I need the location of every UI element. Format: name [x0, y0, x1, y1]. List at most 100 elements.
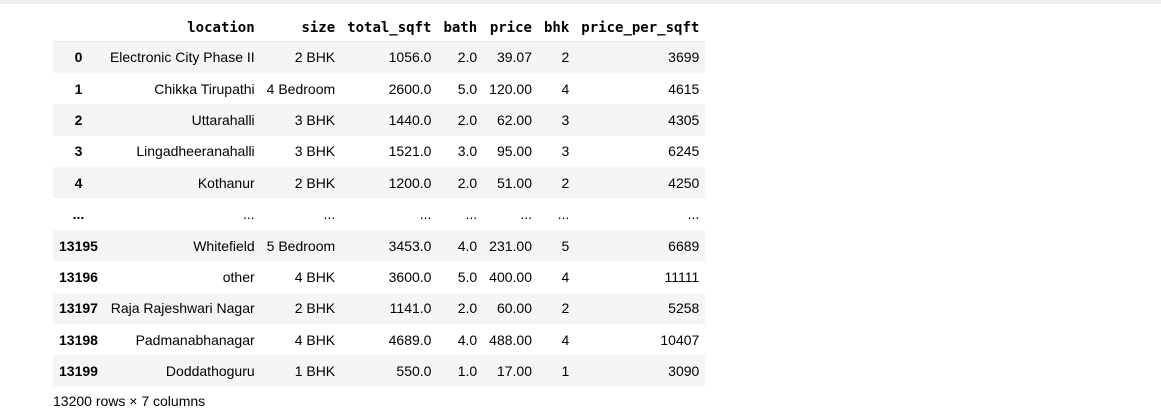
table-cell: 3090: [668, 363, 700, 380]
cell-top-border: [0, 0, 1161, 4]
table-cell: 4689.0: [388, 331, 432, 348]
table-row: 4 Kothanur 2 BHK 1200.0 2.0 51.00 2 4250: [53, 167, 706, 199]
table-row: 1 Chikka Tirupathi 4 Bedroom 2600.0 5.0 120.0…: [53, 72, 706, 105]
table-header: location size total_sqft bath price bhk price_…: [53, 14, 706, 42]
table-cell: 5258: [668, 300, 700, 317]
table-cell: Kothanur: [197, 174, 255, 191]
dataframe-table: location size total_sqft bath price bhk price_…: [53, 14, 706, 387]
table-cell: Padmanabhanagar: [135, 331, 255, 348]
table-cell: 2600.0: [388, 80, 432, 97]
table-cell: 51.00: [496, 174, 532, 191]
row-index: 0: [74, 49, 83, 66]
table-cell: 1056.0: [388, 49, 432, 66]
table-row: 2 Uttarahalli 3 BHK 1440.0 2.0 62.00 3 4305: [53, 104, 706, 136]
table-cell: Electronic City Phase II: [109, 49, 255, 66]
row-index: 2: [74, 111, 83, 128]
table-row: 3 Lingadheeranahalli 3 BHK 1521.0 3.0 95.00 3 6…: [53, 135, 706, 168]
row-index: 13195: [59, 237, 98, 254]
index-header: [53, 14, 104, 42]
table-cell: 95.00: [496, 143, 532, 160]
table-cell: 5 Bedroom: [266, 237, 336, 254]
table-body: 0 Electronic City Phase II 2 BHK 1056.0 2.0 3…: [53, 41, 706, 387]
table-cell: Chikka Tirupathi: [154, 80, 255, 97]
table-cell: ...: [557, 206, 570, 223]
table-cell: 1200.0: [388, 174, 432, 191]
table-cell: 2.0: [457, 49, 478, 66]
table-cell: 5.0: [457, 268, 478, 285]
column-header-size: size: [260, 14, 342, 42]
table-cell: 4.0: [457, 331, 478, 348]
table-cell: 6689: [668, 237, 700, 254]
table-row: 13196 other 4 BHK 3600.0 5.0 400.00 4 11111: [53, 261, 706, 293]
table-cell: 231.00: [489, 237, 532, 254]
table-row: 13198 Padmanabhanagar 4 BHK 4689.0 4.0 488.00…: [53, 324, 706, 356]
column-header-location: location: [103, 14, 261, 42]
table-row: 13199 Doddathoguru 1 BHK 550.0 1.0 17.00 1 3090: [53, 355, 706, 387]
table-cell: 400.00: [489, 268, 532, 285]
table-cell: 5.0: [457, 80, 478, 97]
table-cell: 1440.0: [388, 111, 432, 128]
table-cell: 4305: [668, 111, 700, 128]
table-cell: Doddathoguru: [165, 363, 255, 380]
row-index: 4: [74, 174, 83, 191]
table-cell: ...: [243, 206, 255, 223]
row-index: ...: [72, 206, 85, 223]
table-cell: Uttarahalli: [191, 111, 255, 128]
table-cell: 3 BHK: [294, 111, 336, 128]
table-cell: ...: [520, 206, 532, 223]
table-cell: 3 BHK: [294, 143, 336, 160]
table-cell: 4: [561, 80, 570, 97]
row-index: 3: [74, 143, 83, 160]
column-header-bhk: bhk: [538, 14, 576, 42]
table-cell: 4 BHK: [294, 268, 336, 285]
table-cell: 1: [561, 363, 570, 380]
table-cell: 4.0: [457, 237, 478, 254]
cell-output: location size total_sqft bath price bhk price_…: [53, 14, 706, 409]
table-cell: 3: [561, 111, 570, 128]
table-cell: 2: [561, 300, 570, 317]
table-cell: other: [222, 268, 255, 285]
table-cell: Raja Rajeshwari Nagar: [110, 300, 255, 317]
table-cell: 488.00: [489, 331, 532, 348]
table-cell: 60.00: [496, 300, 532, 317]
table-cell: 3: [561, 143, 570, 160]
table-cell: 11111: [664, 268, 700, 285]
table-cell: 4250: [668, 174, 700, 191]
row-index: 1: [74, 80, 83, 97]
table-cell: 1521.0: [388, 143, 432, 160]
table-cell: 4 Bedroom: [266, 80, 336, 97]
table-row: 13195 Whitefield 5 Bedroom 3453.0 4.0 231.00 5…: [53, 229, 706, 262]
table-cell: 2 BHK: [294, 174, 336, 191]
table-cell: 39.07: [496, 49, 532, 66]
table-cell: 62.00: [496, 111, 532, 128]
table-cell: 6245: [668, 143, 700, 160]
table-cell: 2.0: [457, 111, 478, 128]
table-cell: 2.0: [457, 300, 478, 317]
table-cell: 120.00: [489, 80, 532, 97]
table-cell: 1 BHK: [294, 363, 336, 380]
table-cell: 2: [561, 49, 570, 66]
table-cell: Whitefield: [193, 237, 255, 254]
table-cell: 4 BHK: [294, 331, 336, 348]
table-cell: ...: [419, 206, 432, 223]
row-index: 13199: [59, 363, 98, 380]
table-cell: Lingadheeranahalli: [136, 143, 255, 160]
table-cell: 3600.0: [388, 268, 432, 285]
table-cell: ...: [465, 206, 478, 223]
table-cell: 4: [561, 331, 570, 348]
table-cell: 2: [561, 174, 570, 191]
table-row: ........................: [53, 198, 706, 230]
column-header-bath: bath: [437, 14, 484, 42]
table-cell: ...: [687, 206, 700, 223]
column-header-price-per-sqft: price_per_sqft: [575, 14, 706, 42]
table-cell: 2.0: [457, 174, 478, 191]
table-cell: ...: [323, 206, 336, 223]
table-cell: 5: [561, 237, 570, 254]
table-cell: 4615: [668, 80, 700, 97]
table-cell: 4: [561, 268, 570, 285]
table-cell: 550.0: [396, 363, 432, 380]
column-header-price: price: [483, 14, 538, 42]
table-cell: 3699: [668, 49, 700, 66]
row-index: 13196: [59, 268, 98, 285]
table-cell: 1.0: [457, 363, 478, 380]
